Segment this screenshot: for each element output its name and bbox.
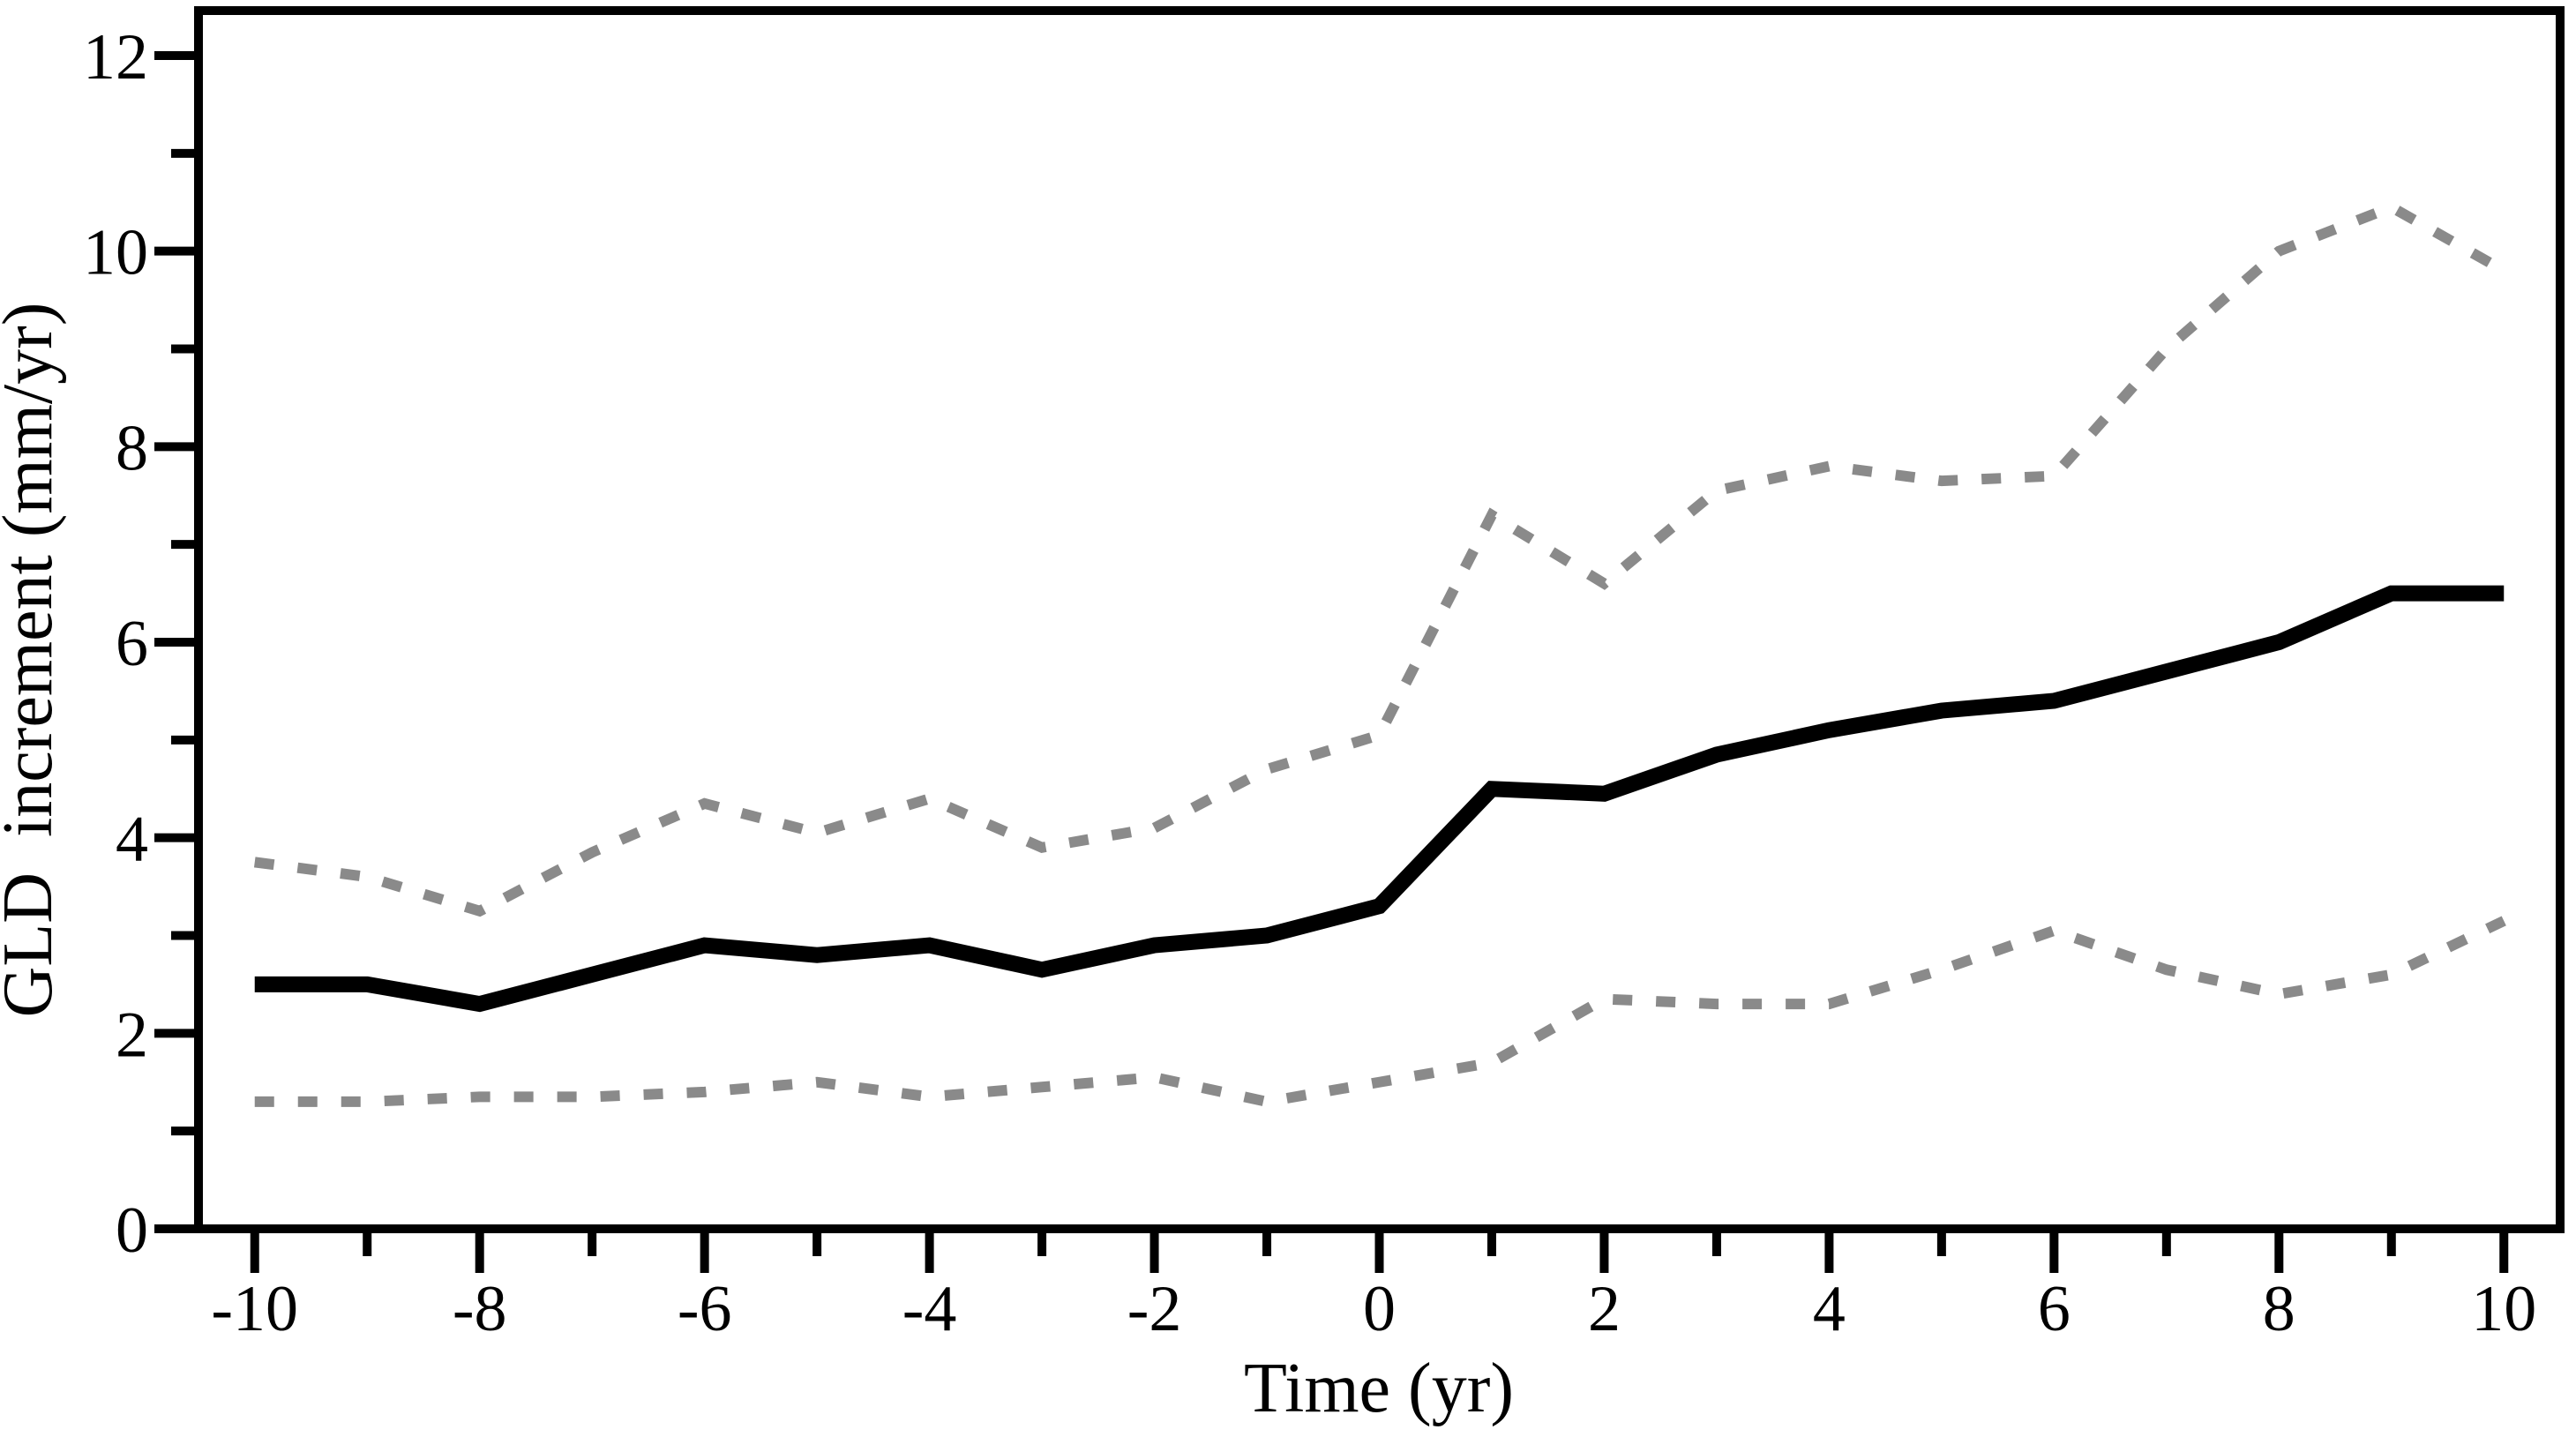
plot-frame [194,6,2565,1233]
x-tick-label: 6 [2038,1273,2071,1345]
y-tick-label: 6 [116,608,148,680]
y-tick-label: 2 [116,999,148,1071]
x-tick-label: -4 [902,1273,957,1345]
x-axis-label: Time (yr) [1244,1350,1514,1427]
y-tick-label: 0 [116,1194,148,1267]
upper-bound-line [253,201,2507,917]
y-axis-ticks [154,50,198,1233]
x-tick-label: -10 [211,1273,298,1345]
y-tick-label: 12 [83,21,148,94]
x-tick-label: -6 [678,1273,732,1345]
lower-bound-line [254,916,2506,1108]
y-tick-label: 8 [116,412,148,484]
y-axis-label: GLD increment (mm/yr) [0,303,67,1018]
x-tick-label: 4 [1813,1273,1846,1345]
series-group [253,201,2507,1108]
x-tick-label: 8 [2263,1273,2295,1345]
x-axis-ticks [250,1229,2509,1273]
mean-line [254,585,2505,1013]
x-axis-tick-labels: -10 -8 -6 -4 -2 0 2 4 6 8 10 [211,1273,2536,1345]
x-tick-label: 0 [1363,1273,1396,1345]
y-axis-tick-labels: 0 2 4 6 8 10 12 [83,21,148,1267]
x-tick-label: -8 [453,1273,507,1345]
y-tick-label: 10 [83,217,148,289]
x-tick-label: 2 [1588,1273,1621,1345]
x-tick-label: -2 [1127,1273,1182,1345]
y-tick-label: 4 [116,804,148,876]
x-tick-label: 10 [2471,1273,2536,1345]
